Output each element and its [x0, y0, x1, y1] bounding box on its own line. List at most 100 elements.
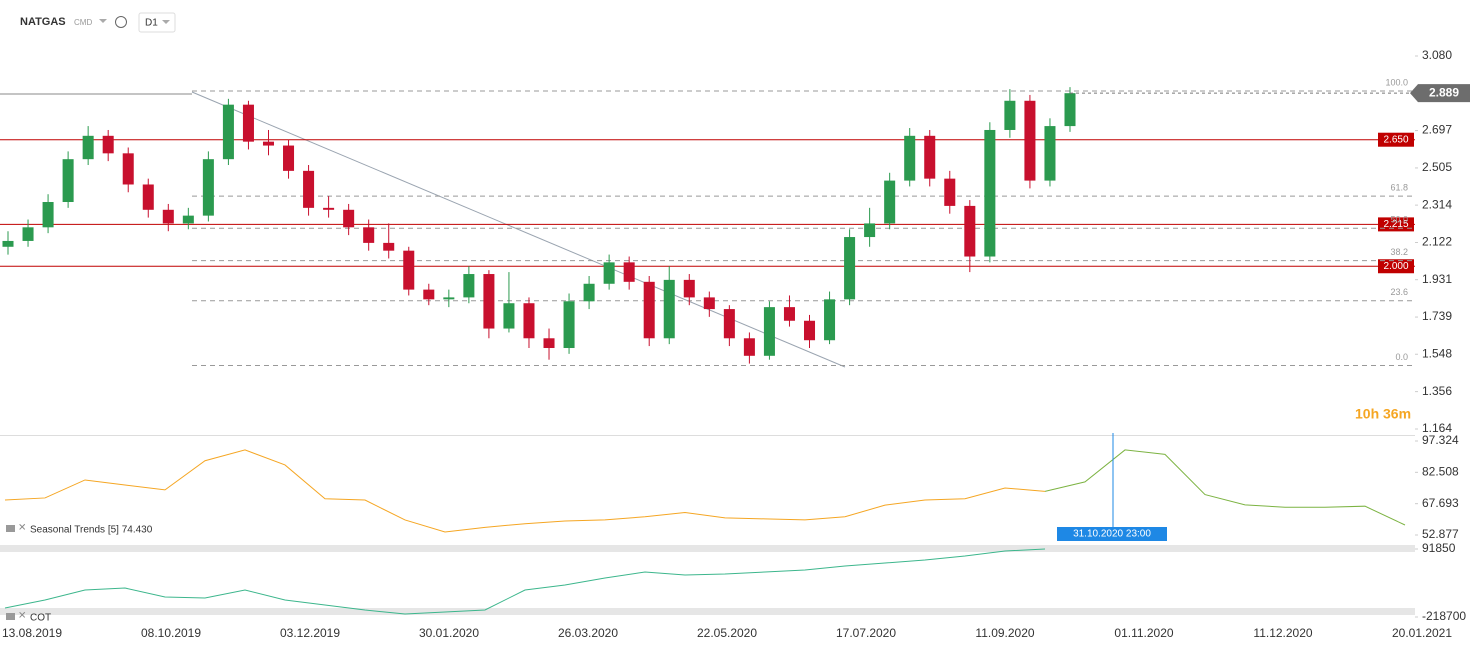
- candle-body: [42, 202, 54, 228]
- crosshair-label: 31.10.2020 23:00: [1073, 529, 1151, 540]
- candle-body: [763, 307, 775, 356]
- candle-body: [964, 205, 976, 257]
- indicator-line: [4, 548, 1046, 615]
- candle-body: [363, 227, 375, 243]
- y-tick-label: 67.693: [1422, 496, 1459, 510]
- level-label: 2.650: [1383, 134, 1408, 145]
- indicator-line: [1044, 449, 1406, 526]
- candle-body: [1004, 100, 1016, 130]
- candle-body: [783, 307, 795, 321]
- candle-body: [82, 135, 94, 160]
- candle-body: [262, 141, 275, 146]
- candle-body: [643, 281, 655, 339]
- candle-body: [2, 240, 14, 247]
- candle-body: [102, 135, 114, 154]
- dropdown-arrow[interactable]: [162, 20, 170, 24]
- candle-body: [904, 135, 916, 181]
- x-tick-label: 01.11.2020: [1114, 626, 1173, 640]
- candle-body: [303, 170, 315, 208]
- x-tick-label: 11.09.2020: [975, 626, 1034, 640]
- y-tick-label: 2.697: [1422, 123, 1452, 137]
- interval-select[interactable]: [138, 12, 176, 33]
- candle-body: [1024, 100, 1036, 181]
- candle-body: [603, 262, 615, 284]
- panel-separator: [0, 545, 1415, 552]
- y-tick-label: 1.356: [1422, 384, 1452, 398]
- candle-body: [323, 207, 335, 210]
- y-tick-label: 2.122: [1422, 235, 1452, 249]
- candle-body: [884, 180, 896, 224]
- candle-body: [984, 129, 996, 257]
- indicator-icon[interactable]: [6, 525, 15, 532]
- market: CMD: [74, 18, 92, 27]
- level-label: 2.000: [1383, 261, 1408, 272]
- candle-body: [1064, 93, 1076, 127]
- x-tick-label: 20.01.2021: [1392, 626, 1452, 640]
- indicator-icon[interactable]: [6, 613, 15, 620]
- x-tick-label: 17.07.2020: [836, 626, 896, 640]
- candle-body: [283, 145, 295, 171]
- candle-body: [62, 159, 74, 203]
- x-tick-label: 03.12.2019: [280, 626, 340, 640]
- crosshair-tag: [1057, 527, 1167, 541]
- y-tick-label: 1.164: [1422, 421, 1452, 435]
- candle-body: [723, 309, 735, 339]
- candle-body: [182, 215, 194, 224]
- candle-body: [924, 135, 936, 179]
- fib-label: 0.0: [1395, 352, 1408, 362]
- candle-body: [22, 227, 34, 241]
- close-icon[interactable]: ✕: [18, 523, 26, 534]
- candle-body: [824, 299, 836, 341]
- candle-body: [543, 338, 555, 349]
- candle-body: [423, 289, 435, 300]
- dropdown-arrow[interactable]: [99, 19, 107, 23]
- indicator-title: Seasonal Trends [5] 74.430: [30, 525, 153, 536]
- x-tick-label: 13.08.2019: [2, 626, 62, 640]
- y-tick-label: 1.931: [1422, 272, 1452, 286]
- interval[interactable]: D1: [145, 18, 158, 29]
- candle-body: [443, 297, 455, 300]
- candle-body: [703, 297, 715, 310]
- info-icon[interactable]: [115, 16, 127, 28]
- candle-body: [1044, 126, 1056, 181]
- candle-body: [403, 250, 415, 290]
- y-tick-label: 3.080: [1422, 48, 1452, 62]
- y-tick-label: 2.314: [1422, 197, 1452, 211]
- fib-label: 50.0: [1390, 215, 1408, 225]
- trend-line: [191, 91, 846, 368]
- last-price-label: 2.889: [1429, 85, 1459, 99]
- candle-body: [563, 301, 575, 349]
- y-tick-label: 1.739: [1422, 309, 1452, 323]
- y-tick-label: 97.324: [1422, 433, 1459, 447]
- indicator-title: COT: [30, 613, 51, 624]
- x-tick-label: 26.03.2020: [558, 626, 618, 640]
- fib-label: 38.2: [1390, 247, 1408, 257]
- candle-body: [222, 104, 234, 160]
- candle-body: [683, 279, 695, 298]
- y-tick-label: -218700: [1422, 609, 1466, 623]
- candle-body: [623, 262, 635, 282]
- x-tick-label: 22.05.2020: [697, 626, 757, 640]
- symbol[interactable]: NATGAS: [20, 16, 66, 28]
- x-tick-label: 11.12.2020: [1253, 626, 1312, 640]
- candle-body: [162, 209, 174, 224]
- close-icon[interactable]: ✕: [18, 611, 26, 622]
- candle-body: [242, 104, 254, 142]
- candle-body: [142, 184, 154, 210]
- y-tick-label: 2.505: [1422, 160, 1452, 174]
- fib-label: 100.0: [1385, 77, 1408, 87]
- candle-body: [864, 223, 876, 238]
- panel-separator: [0, 608, 1415, 615]
- y-tick-label: 82.508: [1422, 465, 1459, 479]
- candle-body: [503, 303, 515, 329]
- candle-body: [743, 338, 755, 356]
- candle-body: [844, 237, 856, 300]
- level-tag: [1378, 217, 1414, 232]
- candle-body: [583, 283, 595, 302]
- candle-body: [483, 274, 495, 329]
- level-label: 2.215: [1383, 219, 1408, 230]
- level-tag: [1378, 132, 1414, 147]
- candle-body: [202, 159, 214, 216]
- fib-label: 23.6: [1390, 287, 1408, 297]
